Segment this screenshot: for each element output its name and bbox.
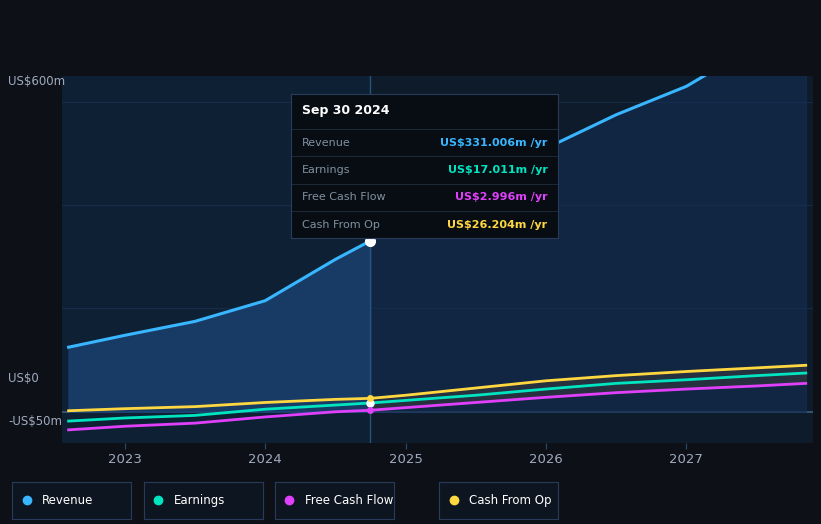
Text: US$331.006m /yr: US$331.006m /yr bbox=[440, 138, 548, 148]
Text: -US$50m: -US$50m bbox=[8, 416, 62, 428]
Text: Free Cash Flow: Free Cash Flow bbox=[305, 494, 393, 507]
Text: US$2.996m /yr: US$2.996m /yr bbox=[455, 192, 548, 202]
Text: Free Cash Flow: Free Cash Flow bbox=[302, 192, 386, 202]
Text: US$600m: US$600m bbox=[8, 75, 66, 88]
Text: Revenue: Revenue bbox=[42, 494, 94, 507]
Bar bbox=[62, 76, 370, 443]
Text: US$26.204m /yr: US$26.204m /yr bbox=[447, 220, 548, 230]
Text: Revenue: Revenue bbox=[302, 138, 351, 148]
Text: Earnings: Earnings bbox=[302, 165, 351, 175]
Text: US$0: US$0 bbox=[8, 372, 39, 385]
Text: Cash From Op: Cash From Op bbox=[302, 220, 380, 230]
Text: Analysts Forecasts: Analysts Forecasts bbox=[378, 110, 494, 123]
Text: Cash From Op: Cash From Op bbox=[469, 494, 552, 507]
Text: Past: Past bbox=[337, 110, 364, 123]
Text: Earnings: Earnings bbox=[173, 494, 225, 507]
Text: Sep 30 2024: Sep 30 2024 bbox=[302, 104, 390, 117]
Text: US$17.011m /yr: US$17.011m /yr bbox=[447, 165, 548, 175]
